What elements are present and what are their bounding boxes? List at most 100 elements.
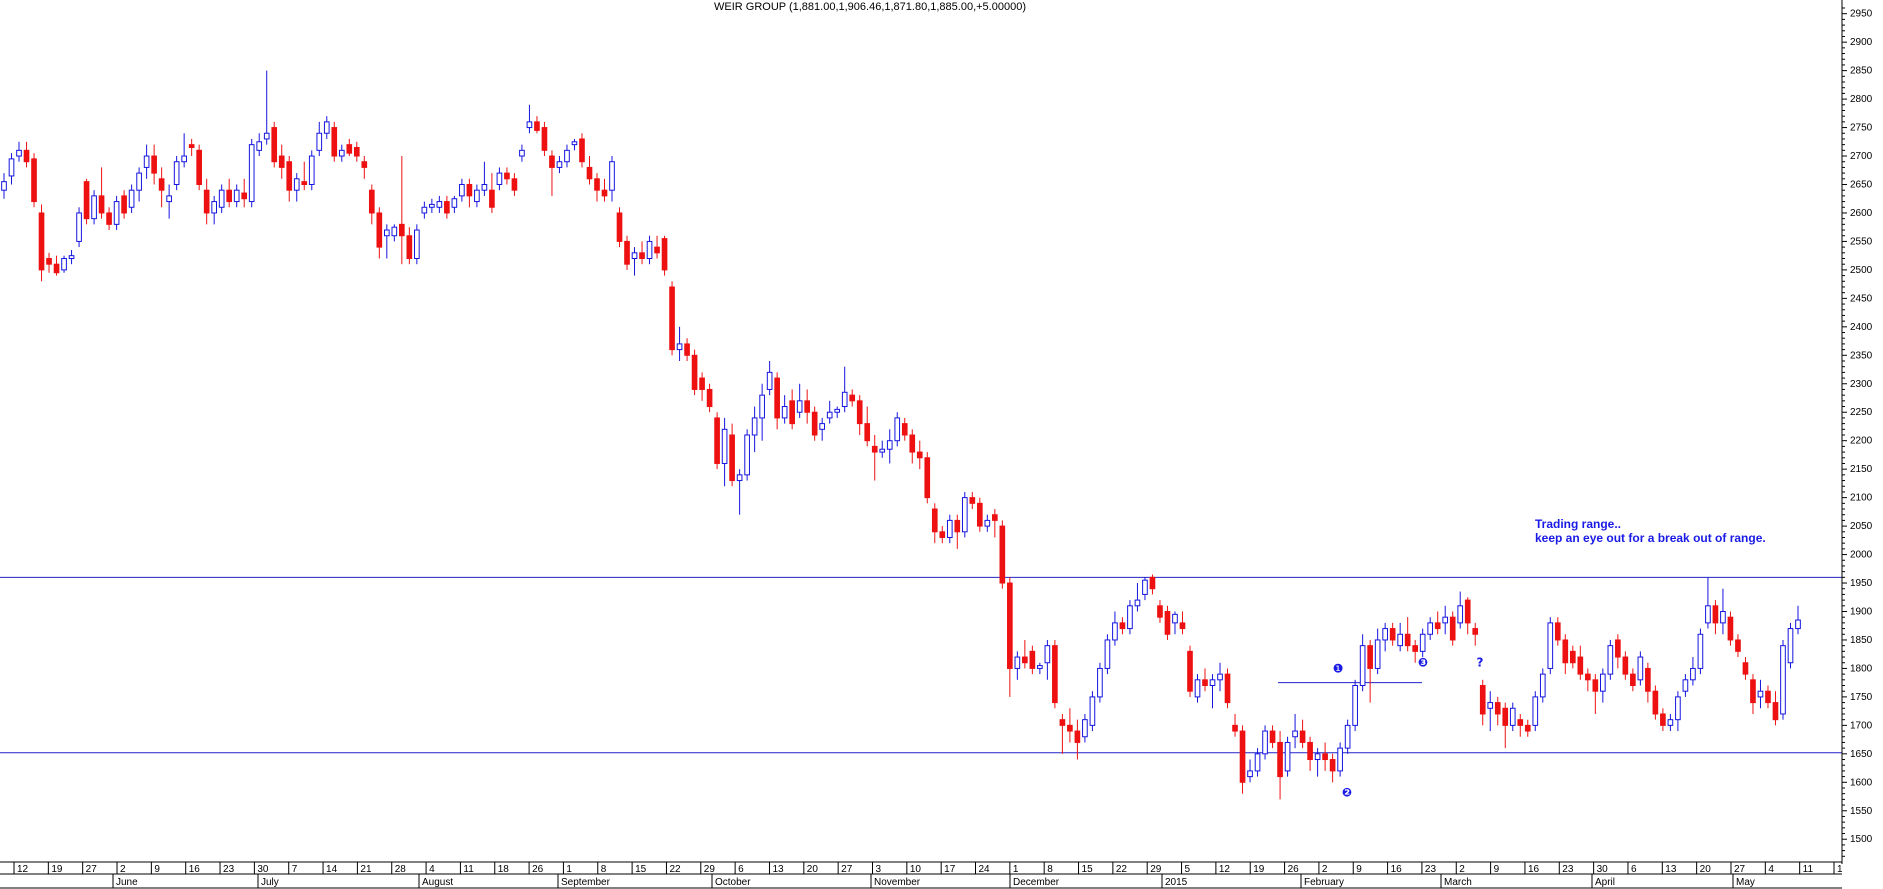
candle-body	[564, 149, 570, 163]
candle-body	[481, 183, 488, 191]
candle	[1202, 668, 1208, 692]
candle-body	[1149, 576, 1156, 590]
candle-body	[1, 181, 7, 191]
candle	[1682, 674, 1689, 697]
candle-body	[8, 158, 15, 177]
candle	[1795, 605, 1801, 635]
x-tick-label: 17	[944, 864, 956, 875]
candle	[1374, 628, 1381, 675]
candle	[999, 520, 1006, 589]
candle	[1577, 645, 1584, 680]
x-tick-label: 6	[738, 864, 744, 875]
candle-body	[1607, 645, 1614, 675]
candle	[1494, 696, 1501, 726]
candle	[609, 156, 615, 202]
candle	[579, 133, 585, 168]
candle-body	[136, 172, 142, 191]
candle-body	[609, 161, 615, 191]
candle-body	[338, 149, 345, 157]
x-tick-label: 6	[1631, 864, 1637, 875]
x-tick-label: 13	[772, 864, 784, 875]
candle-body	[541, 127, 548, 151]
x-month-label: November	[874, 877, 921, 888]
candle-body	[241, 192, 248, 200]
x-tick-label: 27	[86, 864, 98, 875]
x-tick-label: 29	[704, 864, 716, 875]
candle	[766, 360, 773, 396]
candle-body	[31, 158, 37, 203]
candle	[331, 121, 338, 162]
candle-body	[429, 203, 435, 208]
candle	[61, 255, 67, 273]
x-tick-label: 3	[875, 864, 881, 875]
candle-body	[1277, 741, 1283, 778]
candle-body	[16, 149, 22, 157]
candle-body	[399, 223, 405, 237]
candle-body	[1397, 633, 1403, 647]
candle	[586, 156, 593, 185]
candle-body	[1097, 667, 1103, 698]
candle-body	[1517, 719, 1524, 726]
candle-body	[504, 172, 510, 180]
candle-body	[1037, 665, 1043, 669]
candle	[1329, 753, 1336, 783]
candle-body	[534, 121, 540, 131]
x-month-label: September	[561, 877, 611, 888]
candle-body	[1179, 622, 1186, 630]
candle	[414, 224, 420, 265]
candle-body	[226, 189, 233, 203]
candle	[1247, 759, 1253, 783]
candle-body	[1795, 619, 1801, 630]
candle	[1532, 691, 1539, 732]
candle	[504, 167, 510, 185]
candle	[1622, 651, 1629, 680]
x-tick-label: 4	[429, 864, 435, 875]
candle	[1449, 611, 1456, 646]
candle	[939, 526, 946, 544]
candle-body	[1457, 605, 1464, 624]
candle-body	[489, 189, 495, 208]
candle	[954, 514, 961, 549]
x-tick-label: 16	[1528, 864, 1540, 875]
y-tick-label: 2150	[1850, 464, 1873, 475]
candle-body	[151, 155, 157, 174]
candle	[399, 156, 405, 265]
candle-body	[256, 141, 263, 151]
x-tick-label: 15	[1082, 864, 1094, 875]
candle-body	[1089, 696, 1096, 726]
candle-body	[894, 417, 901, 442]
y-tick-label: 2050	[1850, 521, 1873, 532]
candle	[1720, 588, 1726, 635]
candle-body	[1532, 696, 1539, 726]
annotation-3: ❸	[1418, 656, 1428, 670]
candle-body	[631, 252, 638, 260]
candle-body	[1622, 656, 1629, 675]
candle-body	[901, 423, 908, 436]
candle-body	[1329, 759, 1336, 772]
candle-body	[1202, 679, 1208, 687]
candle-body	[444, 201, 450, 214]
x-tick-label: 22	[669, 864, 681, 875]
candle	[1007, 577, 1013, 697]
x-tick-label: 1	[566, 864, 572, 875]
candle	[91, 190, 97, 225]
candle-body	[23, 149, 30, 163]
candle	[406, 227, 413, 265]
candle	[729, 423, 735, 487]
candle-body	[1487, 702, 1494, 709]
candle-body	[931, 508, 938, 533]
candle-body	[856, 400, 863, 425]
candle	[984, 514, 991, 532]
candle	[143, 144, 150, 179]
candle-body	[1157, 605, 1163, 618]
candle	[1187, 645, 1193, 697]
candle	[1307, 736, 1313, 771]
candle	[218, 184, 225, 213]
candle	[1397, 622, 1403, 652]
candle	[1772, 691, 1779, 726]
candle-body	[361, 161, 368, 168]
candle-body	[143, 155, 150, 168]
candle	[1239, 725, 1246, 794]
candle	[1487, 691, 1494, 732]
